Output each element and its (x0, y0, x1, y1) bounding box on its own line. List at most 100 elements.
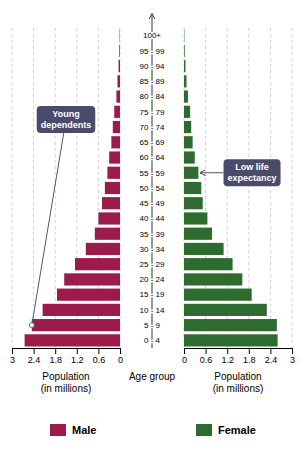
tick-label: 0 (182, 355, 187, 365)
grid-line (292, 28, 293, 348)
bar (184, 167, 198, 179)
annotation-point (29, 323, 34, 328)
bar (117, 75, 120, 87)
bar (111, 136, 120, 148)
axis-line (13, 349, 121, 355)
category-label: 35 - 39 (140, 230, 165, 239)
annotation-arrow (200, 172, 223, 173)
bar (107, 167, 120, 179)
bar (32, 319, 120, 331)
bar (184, 30, 185, 42)
category-label: 75 - 79 (140, 108, 165, 117)
bar (184, 258, 233, 270)
category-label: 60 - 64 (140, 153, 165, 162)
tick-mark (292, 348, 293, 354)
tick-mark (12, 348, 13, 354)
tick: 0.6 (200, 348, 213, 365)
tick: 1.8 (49, 348, 62, 365)
tick-mark (206, 348, 207, 354)
category-label: 85 - 89 (140, 77, 165, 86)
tick: 3 (290, 348, 295, 365)
legend: Male Female (50, 424, 256, 436)
axis-title: Population(in millions) (213, 371, 264, 394)
bar (75, 258, 120, 270)
tick-mark (77, 348, 78, 354)
category-label: 20 - 24 (140, 275, 165, 284)
tick-label: 1.8 (243, 355, 256, 365)
category-label: 15 - 19 (140, 290, 165, 299)
tick-mark (34, 348, 35, 354)
axis-title: Population(in millions) (41, 371, 92, 394)
tick: 0 (182, 348, 187, 365)
tick-label: 1.2 (71, 355, 84, 365)
legend-entry: Female (196, 424, 256, 436)
annotation-box (224, 159, 281, 186)
legend-entry: Male (50, 424, 96, 436)
tick: 3 (10, 348, 15, 365)
tick-label: 2.4 (265, 355, 278, 365)
tick-label: 0.6 (93, 355, 106, 365)
annotation: Youngdependents (29, 106, 95, 328)
grid (12, 28, 120, 348)
tick-mark (55, 348, 56, 354)
tick-label: 3 (290, 355, 295, 365)
tick-label: 1.2 (221, 355, 234, 365)
bar (184, 136, 193, 148)
tick-label: 2.4 (28, 355, 41, 365)
axis-title: Age group (129, 371, 176, 382)
bar (184, 60, 185, 72)
bar (119, 45, 120, 57)
axis-line (185, 349, 293, 355)
category-label: 95 - 99 (140, 47, 165, 56)
tick: 0 (118, 348, 123, 365)
tick: 1.2 (71, 348, 84, 365)
tick-mark (249, 348, 250, 354)
tick-mark (227, 348, 228, 354)
category-label: 100+ (143, 31, 161, 40)
bar (113, 121, 120, 133)
category-label: 30 - 34 (140, 245, 165, 254)
bar (114, 106, 120, 118)
bar (184, 182, 201, 194)
tick-mark (184, 348, 185, 354)
bar (184, 197, 203, 209)
category-label: 25 - 29 (140, 260, 165, 269)
tick: 2.4 (28, 348, 41, 365)
bar (184, 228, 212, 240)
category-labels: 0 - 4 5 - 9 10 - 14 15 - 19 20 - 24 25 - 29 30… (140, 31, 165, 345)
x-axis: 0 0.6 1.2 1.8 2.4 3 (10, 348, 123, 365)
bar (43, 304, 120, 316)
bar (184, 334, 278, 346)
annotation-box (37, 106, 96, 133)
bar (64, 273, 120, 285)
grid (184, 28, 292, 348)
bar (184, 121, 191, 133)
bar (86, 243, 120, 255)
bar (184, 90, 188, 102)
annotation: Low lifeexpectancy (200, 159, 280, 186)
bar (184, 243, 224, 255)
bar (109, 151, 120, 163)
tick-label: 0 (118, 355, 123, 365)
bar (184, 212, 207, 224)
tick-label: 0.6 (200, 355, 213, 365)
category-label: 10 - 14 (140, 306, 165, 315)
tick-mark (98, 348, 99, 354)
legend-label: Female (218, 424, 256, 436)
bar (98, 212, 120, 224)
category-label: 55 - 59 (140, 169, 165, 178)
category-label: 5 - 9 (144, 321, 161, 330)
bar (25, 334, 120, 346)
category-label: 70 - 74 (140, 123, 165, 132)
category-label: 50 - 54 (140, 184, 165, 193)
bar (184, 319, 277, 331)
bar (105, 182, 120, 194)
bar (119, 30, 120, 42)
category-label: 90 - 94 (140, 62, 165, 71)
annotation-line (32, 119, 66, 325)
category-label: 45 - 49 (140, 199, 165, 208)
bar (184, 45, 185, 57)
bar (57, 289, 120, 301)
category-label: 0 - 4 (144, 336, 161, 345)
tick: 0.6 (93, 348, 106, 365)
